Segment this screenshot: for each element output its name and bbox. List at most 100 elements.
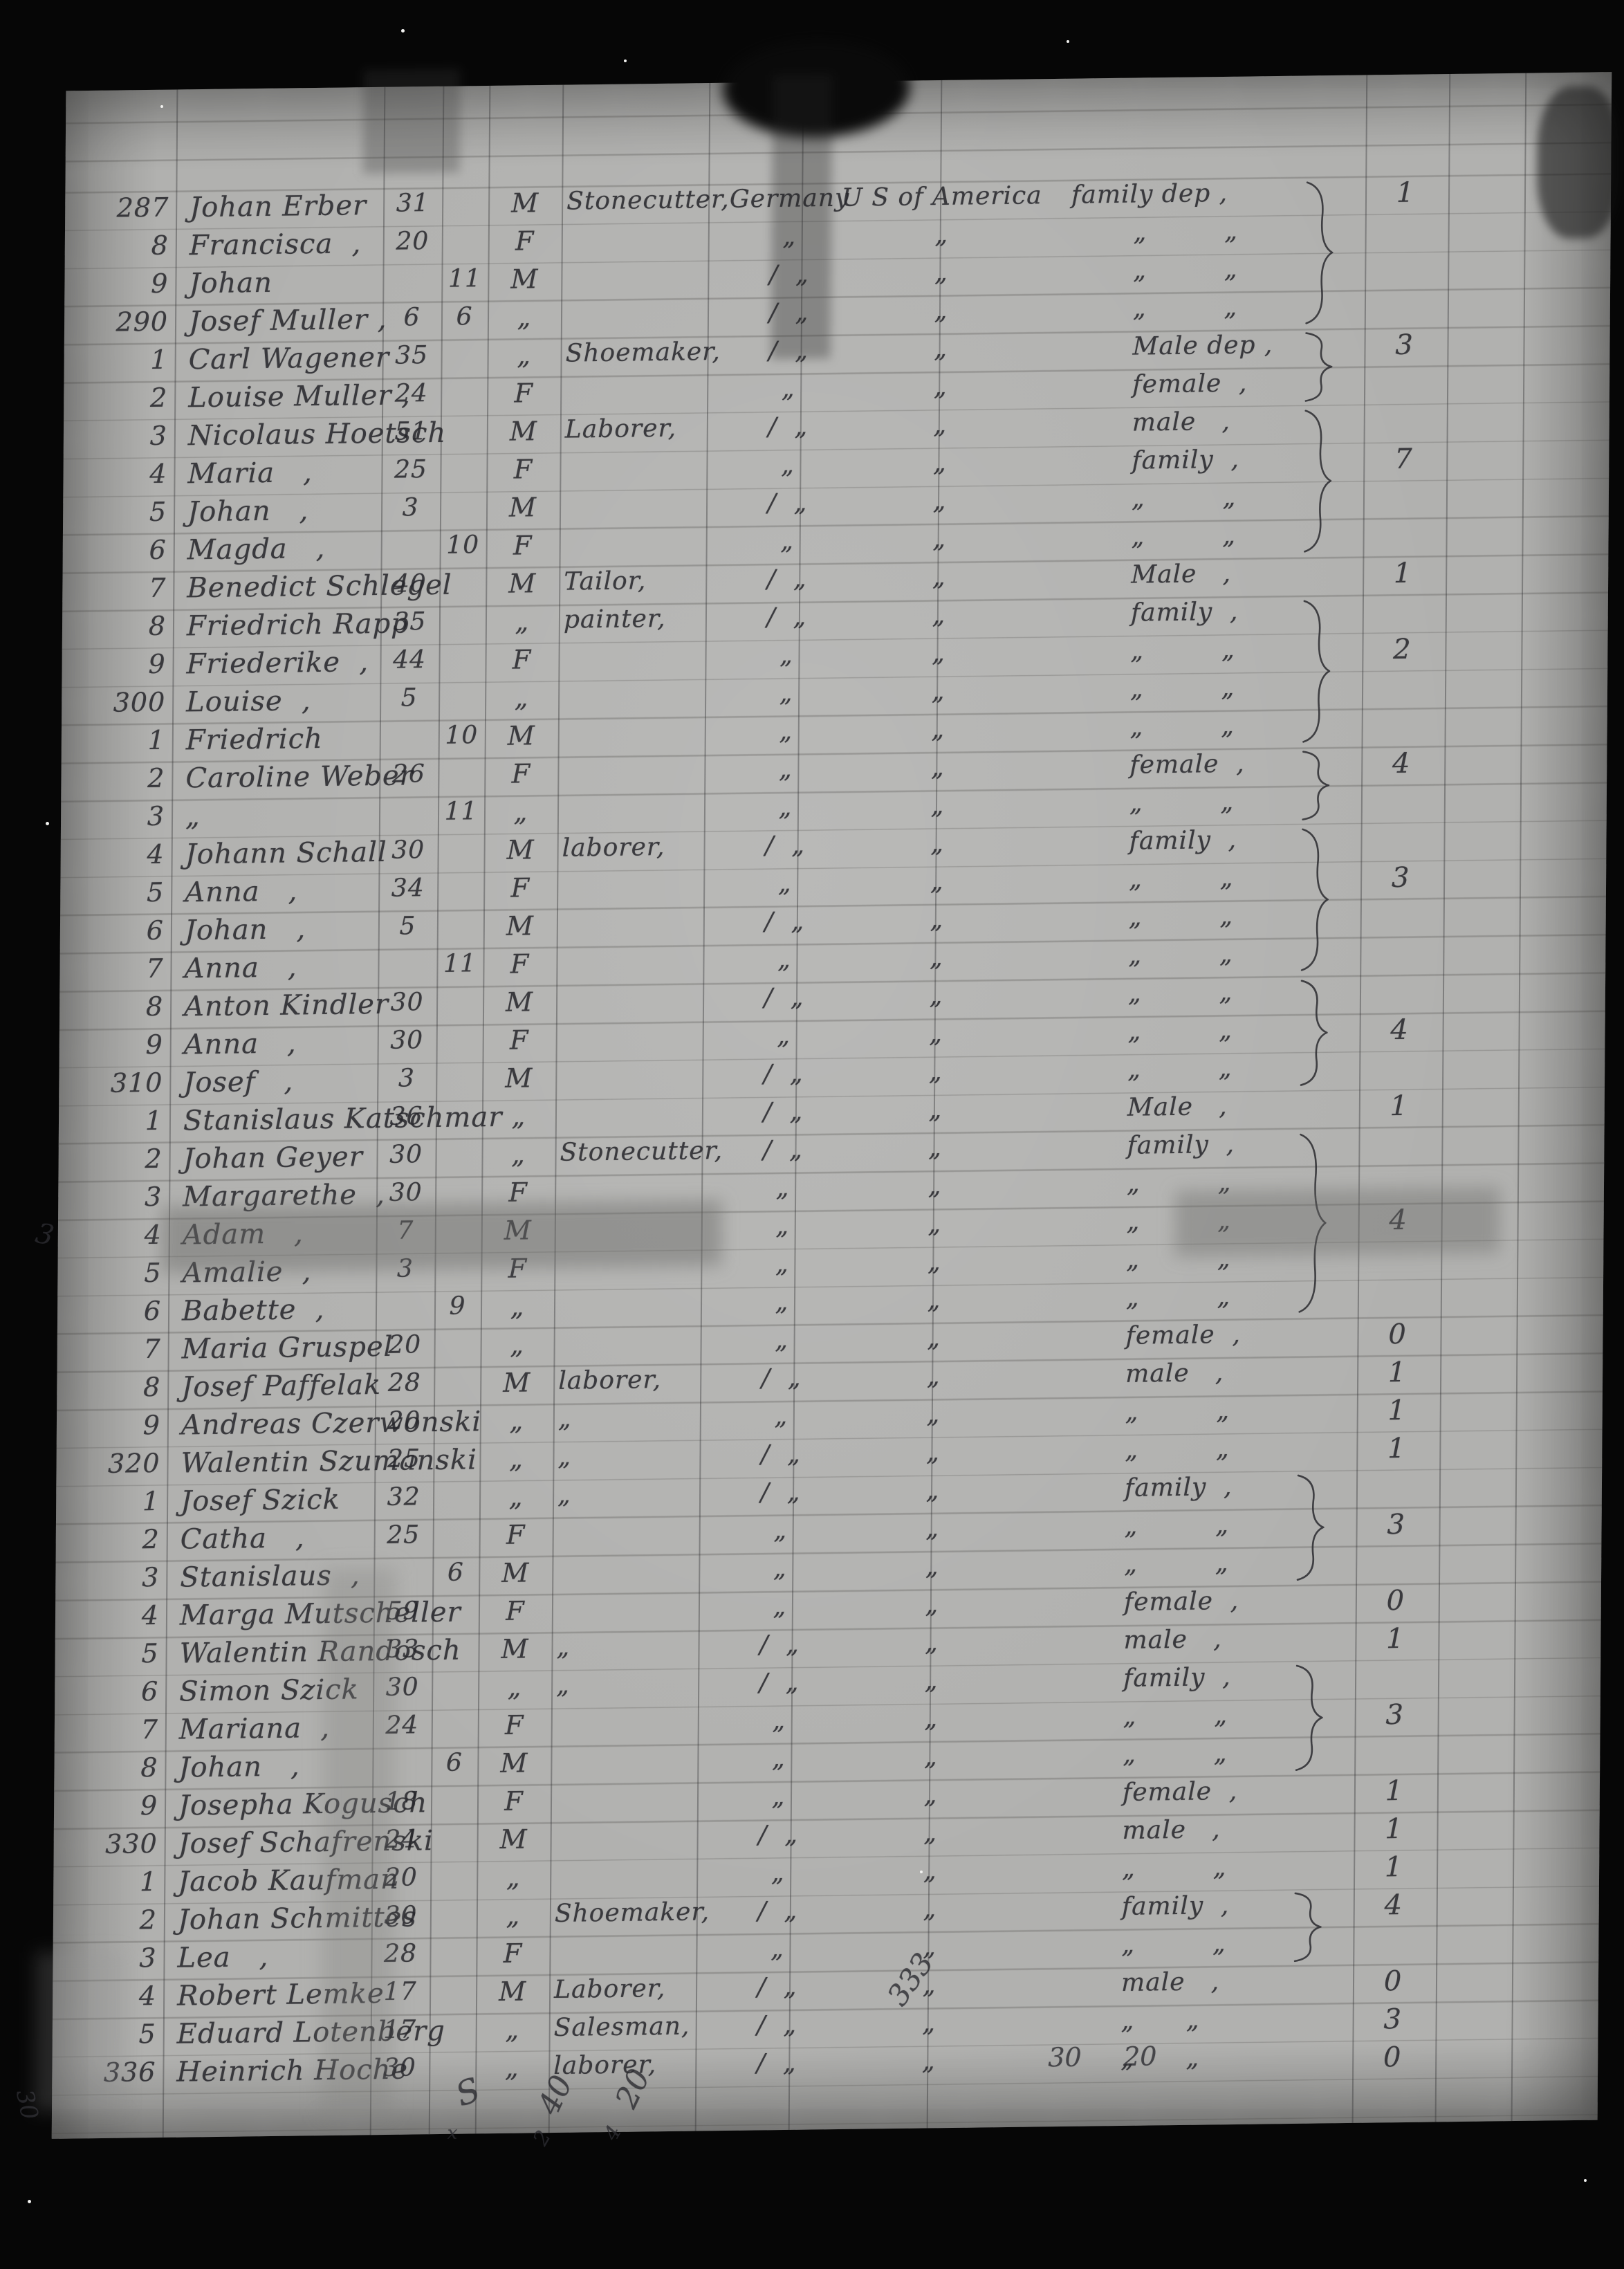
dependency-class: female ,	[1122, 1776, 1238, 1807]
row-number: 300	[113, 686, 166, 718]
group-brace	[1300, 407, 1331, 555]
row-number: 2	[147, 762, 165, 794]
row-number: 5	[138, 2019, 156, 2050]
sex: „	[506, 1900, 521, 1931]
destination: „	[932, 639, 946, 668]
speckle	[401, 29, 405, 33]
destination: „	[932, 448, 947, 478]
age-years: 24	[385, 1711, 419, 1740]
destination: „	[930, 906, 944, 935]
destination: „	[926, 1362, 941, 1391]
age-years: 30	[385, 1673, 419, 1702]
row-number: 3	[147, 800, 165, 832]
sex: F	[514, 378, 534, 409]
age-years: 44	[393, 645, 427, 674]
sex: „	[514, 682, 529, 713]
destination: „	[932, 600, 946, 630]
age-child: 9	[449, 1292, 466, 1321]
row-number: 5	[149, 496, 167, 527]
sex: F	[506, 1595, 525, 1626]
sex: „	[510, 1329, 525, 1360]
speckle	[28, 2200, 31, 2203]
sex: „	[508, 1481, 524, 1512]
age-years: 28	[387, 1368, 421, 1397]
age-years: 32	[387, 1482, 421, 1512]
sex: „	[505, 2014, 520, 2045]
tally-count: 3	[1387, 1508, 1406, 1541]
tally-count: 3	[1383, 2003, 1403, 2036]
row-number: 4	[147, 838, 165, 870]
destination: „	[931, 715, 945, 744]
destination: „	[924, 1666, 939, 1696]
age-years: 30	[382, 2053, 416, 2083]
group-brace	[1299, 750, 1330, 821]
sex: M	[505, 1063, 533, 1094]
marginal-note: x	[447, 2122, 458, 2144]
age-years: 59	[386, 1597, 420, 1626]
age-years: 20	[384, 1863, 418, 1892]
sex: „	[506, 1862, 521, 1893]
group-brace	[1298, 826, 1329, 973]
sex: F	[513, 530, 533, 561]
destination: „	[925, 1476, 940, 1505]
row-number: 9	[148, 648, 166, 680]
tally-count: 4	[1384, 1889, 1403, 1922]
row-number: 3	[139, 1942, 157, 1974]
group-brace	[1295, 1130, 1327, 1316]
age-years: 18	[385, 1787, 418, 1816]
sex: M	[508, 492, 537, 523]
passenger-name: Anna ,	[184, 951, 297, 985]
sex: M	[504, 1215, 532, 1246]
tally-count: 1	[1390, 1090, 1409, 1123]
dependency-class: male ,	[1122, 1815, 1221, 1845]
age-years: 7	[397, 1216, 414, 1245]
sex: „	[515, 606, 530, 637]
age-years: 24	[385, 1825, 418, 1854]
row-number: 8	[145, 991, 164, 1022]
row-number: 2	[149, 382, 168, 413]
tally-count: 1	[1387, 1432, 1406, 1465]
destination: „	[934, 220, 949, 250]
row-number: 3	[149, 420, 168, 451]
destination: „	[930, 867, 944, 897]
passenger-name: „	[185, 800, 201, 833]
age-years: 3	[398, 1064, 415, 1093]
passenger-name: Babette ,	[181, 1293, 325, 1328]
sex: F	[512, 644, 532, 675]
age-years: 35	[395, 341, 429, 370]
destination: „	[930, 829, 945, 858]
sex: F	[504, 1785, 524, 1817]
row-number: 290	[116, 306, 169, 338]
destination: „	[934, 258, 948, 288]
row-number: 4	[149, 458, 167, 489]
age-years: 40	[393, 569, 427, 598]
row-number: 9	[142, 1409, 161, 1441]
row-number: 287	[116, 192, 169, 223]
row-number: 9	[145, 1029, 163, 1060]
sex: „	[517, 340, 532, 371]
age-child: 6	[456, 302, 473, 331]
age-years: 30	[389, 1140, 423, 1169]
speckle	[46, 822, 49, 825]
sex: M	[506, 834, 535, 865]
sex: M	[503, 1367, 531, 1398]
sex: F	[513, 454, 533, 485]
age-child: 11	[443, 949, 477, 978]
age-years: 34	[391, 874, 425, 903]
destination: „	[929, 1020, 943, 1049]
age-years: 31	[396, 189, 430, 218]
sex: F	[508, 1177, 528, 1208]
row-number: 9	[151, 268, 169, 299]
sex: M	[501, 1557, 530, 1588]
age-years: 5	[400, 683, 418, 713]
row-number: 9	[140, 1790, 158, 1821]
speckle	[160, 105, 163, 108]
sex: M	[507, 720, 535, 751]
row-number: 1	[150, 344, 168, 375]
destination: „	[932, 486, 947, 516]
destination: „	[921, 2047, 936, 2076]
row-number: 4	[141, 1599, 160, 1631]
row-number: 6	[149, 534, 167, 566]
age-years: 51	[394, 417, 428, 446]
sex: F	[508, 1253, 528, 1284]
